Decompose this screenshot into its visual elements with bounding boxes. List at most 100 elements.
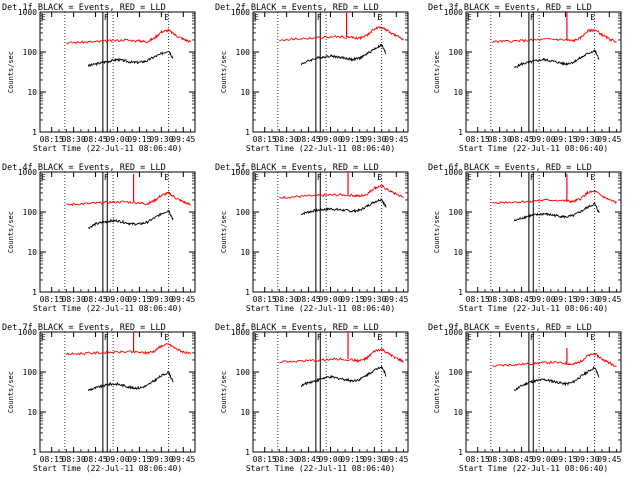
marker-letter: F xyxy=(317,173,322,182)
chart-title: Det 7f BLACK = Events, RED = LLD xyxy=(2,323,166,333)
x-tick-label: 08:15 xyxy=(40,135,64,144)
x-tick-label: 09:30 xyxy=(149,295,173,304)
x-tick-label: 08:15 xyxy=(466,455,490,464)
chart-panel-5: Det 5f BLACK = Events, RED = LLD 1 10 100 10… xyxy=(215,163,409,313)
y-tick-label: 10 xyxy=(240,248,250,257)
x-tick-label: 09:45 xyxy=(171,295,195,304)
chart-panel-2: Det 2f BLACK = Events, RED = LLD 1 10 100 10… xyxy=(215,3,409,153)
x-tick-label: 09:45 xyxy=(384,455,408,464)
x-tick-label: 09:45 xyxy=(171,135,195,144)
x-tick-label: 08:15 xyxy=(40,295,64,304)
x-tick-label: 09:15 xyxy=(127,455,151,464)
marker-letter: E xyxy=(254,13,259,22)
events-series-line xyxy=(300,43,387,66)
x-tick-label: 09:00 xyxy=(318,455,342,464)
y-axis-label: Counts/sec xyxy=(220,371,228,413)
marker-letter: E xyxy=(164,13,169,22)
x-tick-label: 08:45 xyxy=(297,295,321,304)
lld-series-line xyxy=(279,26,404,42)
plot-frame xyxy=(252,171,409,293)
x-tick-label: 09:30 xyxy=(149,135,173,144)
lld-series-line xyxy=(66,28,191,45)
x-tick-label: 09:45 xyxy=(597,455,621,464)
y-tick-label: 10 xyxy=(453,408,463,417)
x-tick-label: 08:15 xyxy=(253,135,277,144)
chart-title: Det 8f BLACK = Events, RED = LLD xyxy=(215,323,379,333)
x-tick-label: 08:45 xyxy=(510,455,534,464)
x-tick-label: 09:45 xyxy=(171,455,195,464)
y-tick-label: 10 xyxy=(27,408,37,417)
y-tick-label: 1 xyxy=(458,288,463,297)
x-tick-label: 08:30 xyxy=(275,295,299,304)
x-tick-label: 08:30 xyxy=(62,295,86,304)
x-tick-label: 09:00 xyxy=(531,295,555,304)
y-tick-label: 1 xyxy=(32,448,37,457)
x-tick-label: 09:15 xyxy=(340,295,364,304)
plot-frame xyxy=(465,11,622,133)
marker-letter: F xyxy=(317,333,322,342)
y-tick-label: 1000 xyxy=(231,328,250,337)
chart-title: Det 4f BLACK = Events, RED = LLD xyxy=(2,163,166,173)
y-axis-label: Counts/sec xyxy=(433,371,441,413)
x-tick-label: 08:45 xyxy=(510,295,534,304)
marker-letter: E xyxy=(590,333,595,342)
x-tick-label: 09:45 xyxy=(384,295,408,304)
y-tick-label: 10 xyxy=(240,408,250,417)
y-tick-label: 100 xyxy=(236,368,251,377)
chart-title: Det 6f BLACK = Events, RED = LLD xyxy=(428,163,592,173)
marker-letter: E xyxy=(41,333,46,342)
chart-title: Det 2f BLACK = Events, RED = LLD xyxy=(215,3,379,13)
y-tick-label: 1 xyxy=(245,288,250,297)
events-series-line xyxy=(513,365,600,391)
y-tick-label: 100 xyxy=(236,48,251,57)
x-tick-label: 09:15 xyxy=(340,455,364,464)
chart-title: Det 1f BLACK = Events, RED = LLD xyxy=(2,3,166,13)
y-axis-label: Counts/sec xyxy=(7,371,15,413)
events-series-line xyxy=(87,210,174,230)
plot-frame xyxy=(465,331,622,453)
plot-frame xyxy=(39,171,196,293)
x-tick-label: 08:30 xyxy=(275,135,299,144)
x-tick-label: 08:45 xyxy=(297,455,321,464)
marker-letter: E xyxy=(41,13,46,22)
y-tick-label: 1000 xyxy=(18,8,37,17)
y-tick-label: 10 xyxy=(27,88,37,97)
y-tick-label: 100 xyxy=(23,368,38,377)
marker-letter: E xyxy=(377,13,382,22)
chart-panel-3: Det 3f BLACK = Events, RED = LLD 1 10 100 10… xyxy=(428,3,622,153)
x-tick-label: 09:00 xyxy=(105,135,129,144)
marker-letter: F xyxy=(317,13,322,22)
x-tick-label: 09:15 xyxy=(553,295,577,304)
x-tick-label: 08:30 xyxy=(488,455,512,464)
events-series-line xyxy=(514,49,600,69)
y-tick-label: 1000 xyxy=(444,168,463,177)
x-tick-label: 09:30 xyxy=(575,295,599,304)
x-tick-label: 09:00 xyxy=(318,135,342,144)
marker-letter: F xyxy=(104,173,109,182)
x-tick-label: 09:15 xyxy=(553,135,577,144)
marker-letter: E xyxy=(590,13,595,22)
chart-panel-9: Det 9f BLACK = Events, RED = LLD 1 10 100 10… xyxy=(428,323,622,473)
x-tick-label: 08:15 xyxy=(466,295,490,304)
lld-series-line xyxy=(491,28,617,44)
lld-series-line xyxy=(279,184,404,200)
y-tick-label: 100 xyxy=(23,208,38,217)
marker-letter: E xyxy=(254,333,259,342)
y-tick-label: 1 xyxy=(32,288,37,297)
x-tick-label: 08:15 xyxy=(253,295,277,304)
lld-series-line xyxy=(65,343,192,356)
y-tick-label: 10 xyxy=(453,88,463,97)
y-tick-label: 1 xyxy=(458,448,463,457)
x-tick-label: 09:30 xyxy=(362,135,386,144)
y-tick-label: 1 xyxy=(245,448,250,457)
plot-frame xyxy=(252,331,409,453)
x-tick-label: 09:00 xyxy=(318,295,342,304)
y-axis-label: Counts/sec xyxy=(433,211,441,253)
y-axis-label: Counts/sec xyxy=(220,211,228,253)
y-tick-label: 1 xyxy=(32,128,37,137)
x-axis-label: Start Time (22-Jul-11 08:06:40) xyxy=(459,144,608,153)
x-tick-label: 08:30 xyxy=(488,295,512,304)
lld-series-line xyxy=(492,189,617,205)
y-tick-label: 10 xyxy=(240,88,250,97)
marker-letter: E xyxy=(377,173,382,182)
